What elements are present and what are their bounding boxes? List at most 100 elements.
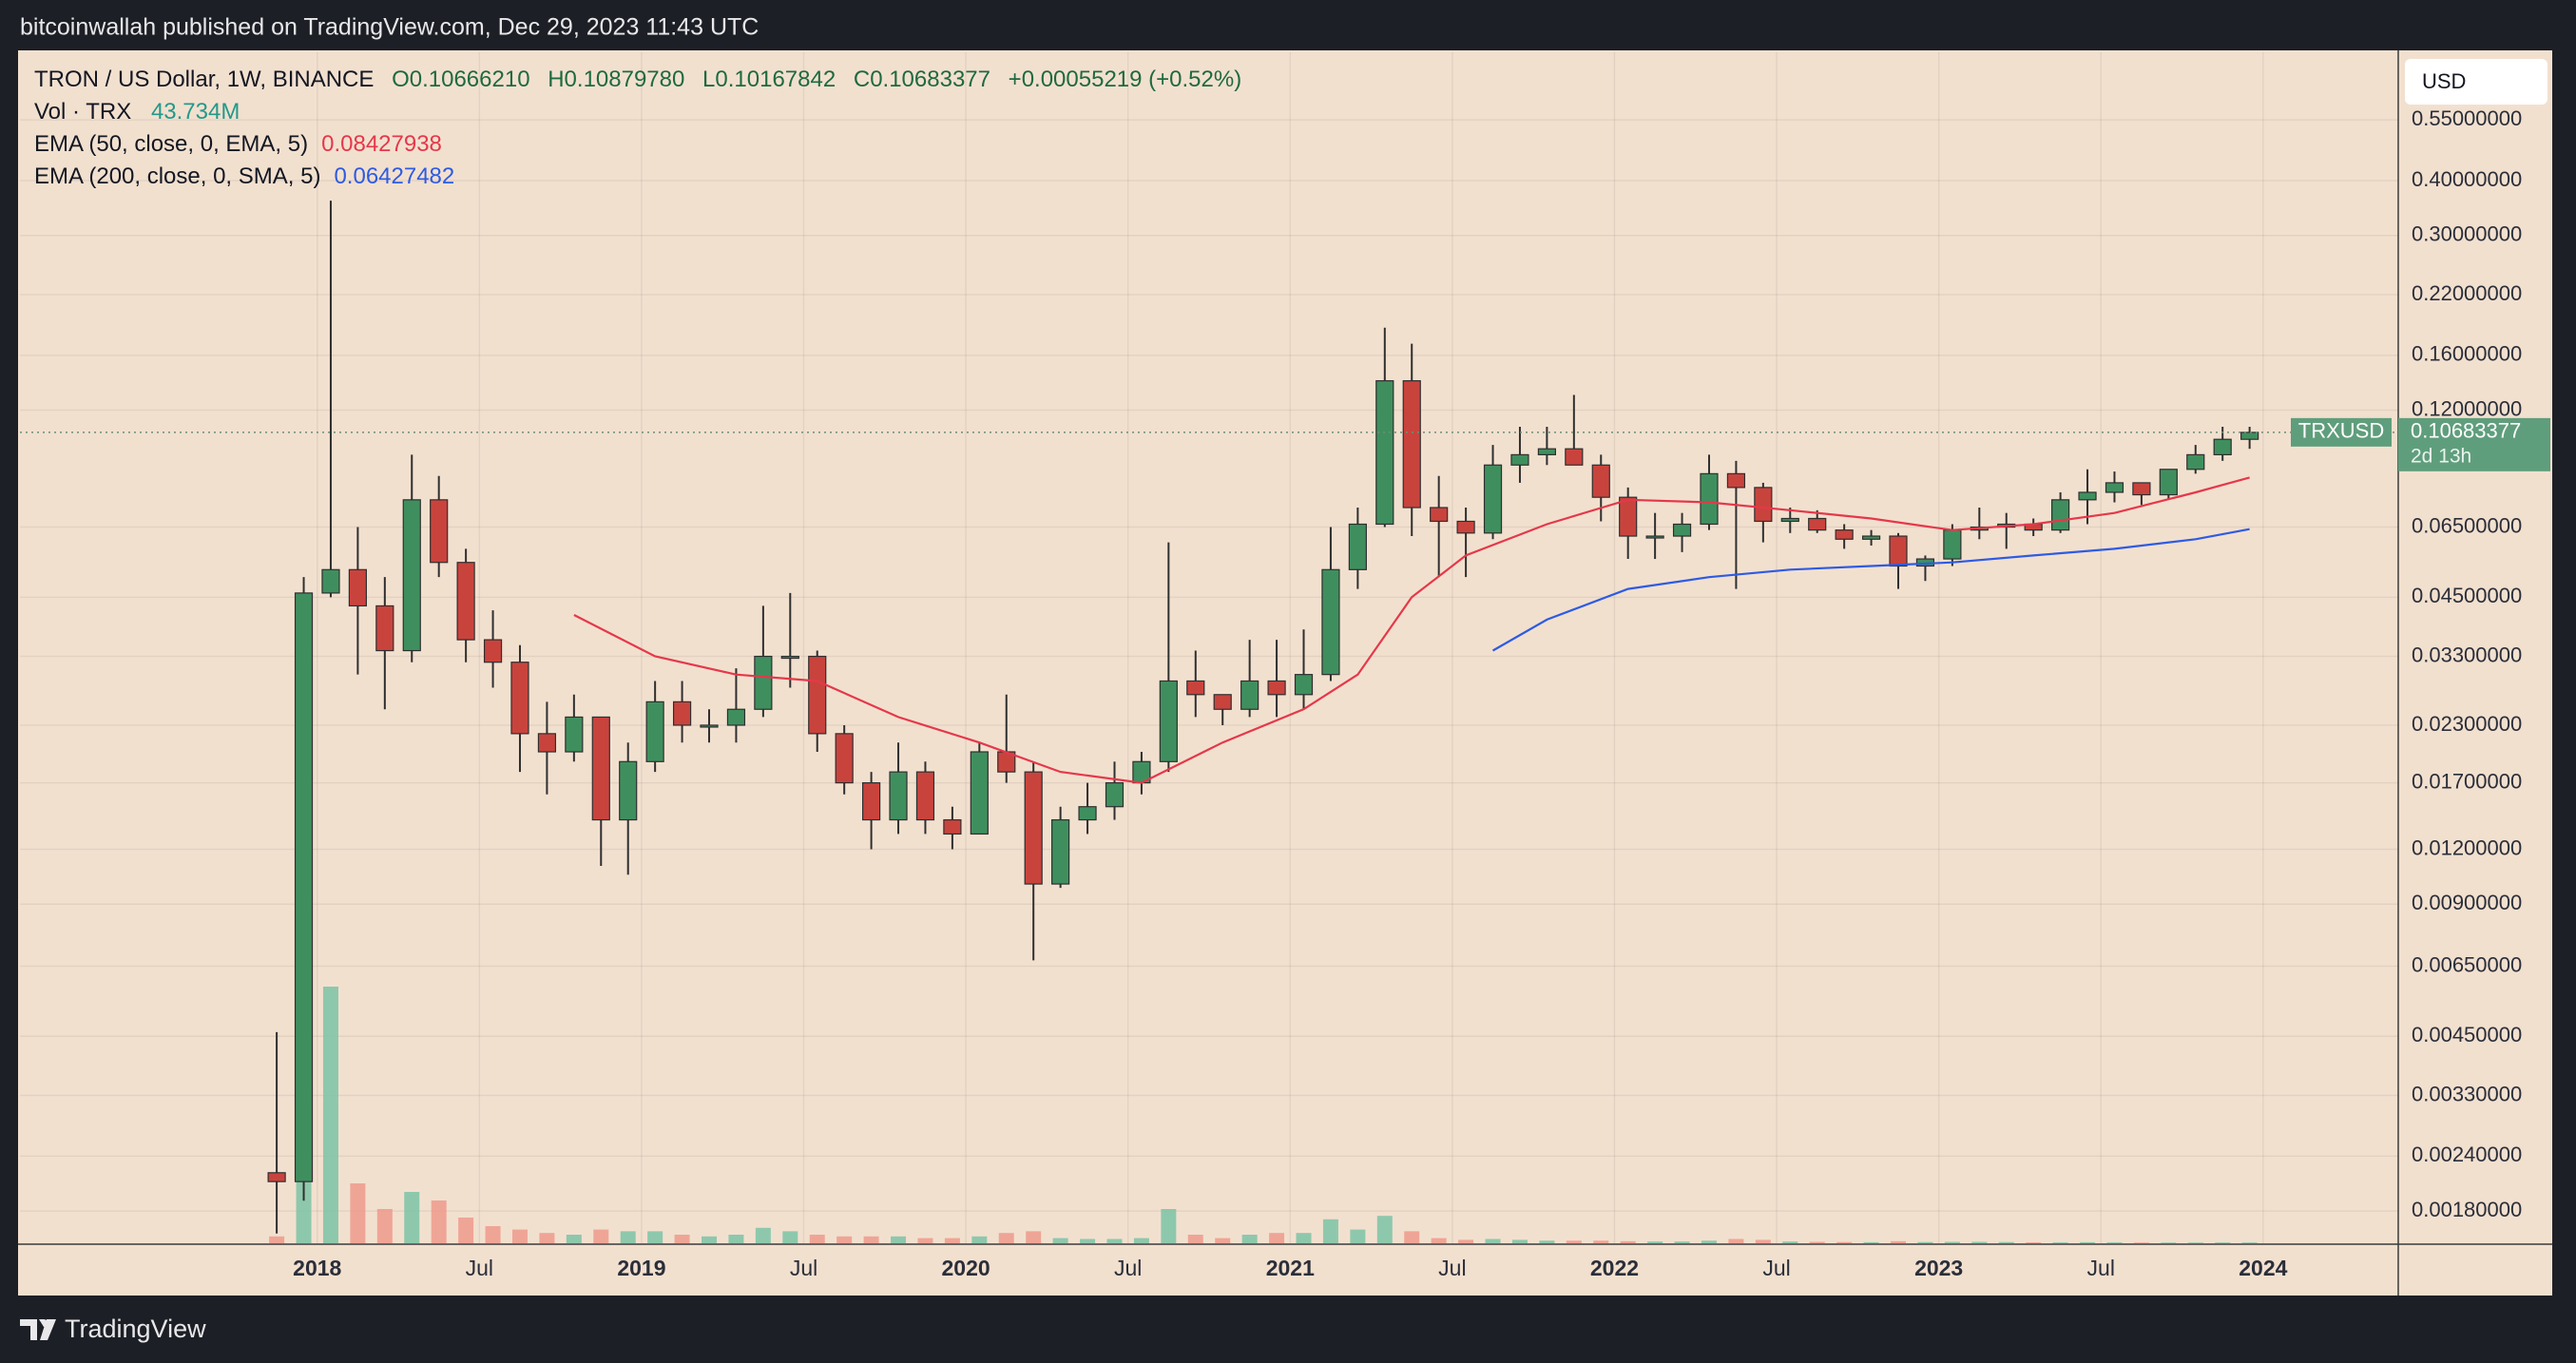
candle-body <box>267 1172 286 1182</box>
volume-bar <box>2241 1242 2258 1243</box>
volume-bar <box>269 1236 285 1243</box>
candle-body <box>1348 523 1367 570</box>
symbol-tag <box>2291 417 2392 447</box>
volume-bar <box>2052 1242 2068 1243</box>
overlays <box>573 476 2250 784</box>
volume-bar <box>728 1235 744 1243</box>
candle-body <box>808 655 827 735</box>
axes: 0.55000000 0.40000000 0.30000000 0.22000000… <box>20 106 2550 1280</box>
volume-bar <box>891 1236 907 1243</box>
volume-bar <box>322 987 338 1243</box>
candle-body <box>1375 380 1394 526</box>
volume-bar <box>1052 1238 1068 1243</box>
volume-bar <box>2080 1241 2096 1243</box>
volume-bar <box>1161 1209 1177 1243</box>
candle-body <box>672 701 692 726</box>
volume-bar <box>1133 1238 1149 1243</box>
volume-bar <box>836 1236 853 1243</box>
candle-body <box>1483 464 1503 534</box>
y-tick-label: 0.06500000 <box>2412 513 2522 537</box>
volume-bar <box>1566 1240 1582 1243</box>
candle-body <box>1645 535 1664 539</box>
candle-body <box>1430 507 1449 523</box>
volume-bar <box>1728 1238 1744 1243</box>
candle-body <box>1537 448 1556 456</box>
candle-body <box>1213 694 1232 710</box>
candle-body <box>565 716 584 753</box>
candle-body <box>1619 496 1638 537</box>
candle-body <box>645 701 664 762</box>
currency-button[interactable] <box>2405 59 2547 105</box>
volume-bar <box>2106 1242 2123 1243</box>
volume-bar <box>1674 1241 1690 1243</box>
y-tick-label: 0.00900000 <box>2412 891 2522 914</box>
candle-body <box>1780 517 1799 523</box>
volume-bar <box>350 1183 366 1243</box>
high: H0.10879780 <box>548 67 684 92</box>
candle-body <box>1591 464 1610 498</box>
volume-bar <box>2187 1242 2203 1243</box>
candle-body <box>402 499 421 652</box>
volume-bar <box>485 1226 501 1243</box>
legend-row: EMA (200, close, 0, SMA, 5) 0.06427482 <box>34 163 454 189</box>
candle-body <box>1510 453 1529 466</box>
logo: TradingView <box>20 1315 206 1343</box>
ema-line <box>573 476 2250 784</box>
candle-body <box>1402 380 1421 509</box>
candle-body <box>2240 432 2259 440</box>
x-tick-label: Jul <box>2087 1256 2115 1280</box>
volume-bar <box>1350 1229 1366 1243</box>
candle-body <box>915 771 935 821</box>
x-tick-label: 2019 <box>617 1256 665 1280</box>
candle-body <box>1051 818 1070 885</box>
x-tick-label: Jul <box>1114 1256 1142 1280</box>
x-tick-label: 2022 <box>1590 1256 1639 1280</box>
x-tick-label: 2020 <box>942 1256 990 1280</box>
candle-body <box>1943 529 1962 560</box>
currency[interactable]: USD <box>2422 69 2466 93</box>
volume-value: 43.734M <box>151 99 240 125</box>
volume-bar <box>2026 1242 2042 1243</box>
volume-bar <box>1917 1241 1933 1243</box>
candle-body <box>780 655 799 660</box>
volume-bar <box>593 1229 609 1243</box>
candle-body <box>537 733 557 753</box>
y-tick-label: 0.03300000 <box>2412 643 2522 666</box>
panel <box>18 50 2552 1296</box>
volume-bar <box>620 1231 636 1243</box>
y-tick-label: 0.30000000 <box>2412 222 2522 246</box>
y-tick-label: 0.00450000 <box>2412 1023 2522 1046</box>
volume-bar <box>1620 1240 1636 1243</box>
y-tick-label: 0.40000000 <box>2412 167 2522 191</box>
volume-bar <box>1322 1219 1338 1243</box>
overlay-value: 0.08427938 <box>321 131 442 157</box>
volume-bar <box>863 1236 879 1243</box>
candle-body <box>2159 469 2178 496</box>
y-tick-label: 0.55000000 <box>2412 106 2522 130</box>
volume-bar <box>1647 1241 1663 1243</box>
volume-bar <box>1080 1238 1096 1243</box>
volume-bar <box>1809 1241 1825 1243</box>
volume-bar <box>2133 1242 2149 1243</box>
volume-bar <box>971 1236 988 1243</box>
candle-body <box>943 818 962 835</box>
candle-body <box>2051 499 2070 531</box>
y-tick-label: 0.00330000 <box>2412 1082 2522 1105</box>
candle-body <box>700 724 719 728</box>
volume-bar <box>1026 1231 1042 1243</box>
y-tick-label: 0.22000000 <box>2412 281 2522 305</box>
y-tick-label: 0.00240000 <box>2412 1142 2522 1166</box>
candle-body <box>1835 529 1854 540</box>
volume-bar <box>1376 1216 1393 1243</box>
low: L0.10167842 <box>702 67 836 92</box>
volume-bar <box>1863 1241 1879 1243</box>
candle-body <box>1159 680 1178 762</box>
candle-body <box>483 639 503 663</box>
candle-body <box>1726 472 1746 489</box>
volume-bar <box>1755 1239 1771 1243</box>
volume-bar <box>1485 1238 1501 1243</box>
candle-body <box>889 771 908 821</box>
candle-body <box>1808 517 1827 531</box>
volume-bar <box>917 1238 933 1243</box>
